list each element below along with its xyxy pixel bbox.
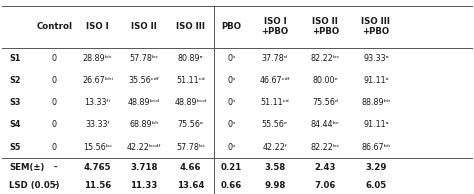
- Text: 93.33ᵃ: 93.33ᵃ: [363, 54, 389, 63]
- Text: 42.22ᶠ: 42.22ᶠ: [262, 143, 288, 152]
- Text: 0ᵇ: 0ᵇ: [228, 120, 236, 129]
- Text: -: -: [53, 181, 57, 190]
- Text: ISO I
+PBO: ISO I +PBO: [261, 17, 289, 36]
- Text: 68.89ᵇʰ: 68.89ᵇʰ: [129, 120, 159, 129]
- Text: 0.66: 0.66: [221, 181, 242, 190]
- Text: 0ⁱ: 0ⁱ: [52, 143, 58, 152]
- Text: 15.56ᵇᶜ: 15.56ᵇᶜ: [83, 143, 112, 152]
- Text: -: -: [53, 163, 57, 172]
- Text: S4: S4: [9, 120, 20, 129]
- Text: 75.56ᵈ: 75.56ᵈ: [312, 98, 338, 107]
- Text: 11.33: 11.33: [130, 181, 158, 190]
- Text: 2.43: 2.43: [315, 163, 336, 172]
- Text: 26.67ᵇʰⁱ: 26.67ᵇʰⁱ: [82, 76, 113, 85]
- Text: 3.29: 3.29: [365, 163, 387, 172]
- Text: 0ᵇ: 0ᵇ: [228, 98, 236, 107]
- Text: 13.33ᶠⁱ: 13.33ᶠⁱ: [84, 98, 111, 107]
- Text: 0ᵇ: 0ᵇ: [228, 76, 236, 85]
- Text: 80.89ᵃ: 80.89ᵃ: [178, 54, 203, 63]
- Text: 6.05: 6.05: [365, 181, 386, 190]
- Text: 48.89ᵇᶜᵈ: 48.89ᵇᶜᵈ: [128, 98, 160, 107]
- Text: 0ᵇ: 0ᵇ: [228, 143, 236, 152]
- Text: ISO II: ISO II: [131, 22, 157, 31]
- Text: ISO III: ISO III: [176, 22, 205, 31]
- Text: 37.78ᵈ: 37.78ᵈ: [262, 54, 288, 63]
- Text: 35.56ᶜᵈᶠ: 35.56ᶜᵈᶠ: [128, 76, 160, 85]
- Text: 9.98: 9.98: [264, 181, 286, 190]
- Text: S1: S1: [9, 54, 20, 63]
- Text: 57.78ᵇᶜ: 57.78ᵇᶜ: [129, 54, 159, 63]
- Text: 46.67ᶜᵈᶠ: 46.67ᶜᵈᶠ: [259, 76, 291, 85]
- Text: ISO III
+PBO: ISO III +PBO: [361, 17, 391, 36]
- Text: PBO: PBO: [221, 22, 242, 31]
- Text: 7.06: 7.06: [315, 181, 336, 190]
- Text: 0ⁱ: 0ⁱ: [52, 98, 58, 107]
- Text: 75.56ᵃ: 75.56ᵃ: [178, 120, 203, 129]
- Text: 82.22ᵇᶜ: 82.22ᵇᶜ: [311, 54, 340, 63]
- Text: 84.44ᵇᶜ: 84.44ᵇᶜ: [311, 120, 340, 129]
- Text: 13.64: 13.64: [177, 181, 204, 190]
- Text: 0ⁱ: 0ⁱ: [52, 54, 58, 63]
- Text: 0ᵇ: 0ᵇ: [228, 54, 236, 63]
- Text: 57.78ᵇᶜ: 57.78ᵇᶜ: [176, 143, 205, 152]
- Text: 48.89ᵇᶜᵈ: 48.89ᵇᶜᵈ: [174, 98, 207, 107]
- Text: 42.22ᵇᶜᵈᶠ: 42.22ᵇᶜᵈᶠ: [127, 143, 162, 152]
- Text: 88.89ᵇʰ: 88.89ᵇʰ: [361, 98, 391, 107]
- Text: 0ⁱ: 0ⁱ: [52, 120, 58, 129]
- Text: 51.11ᶜᵈ: 51.11ᶜᵈ: [261, 98, 289, 107]
- Text: 0ⁱ: 0ⁱ: [52, 76, 58, 85]
- Text: 11.56: 11.56: [84, 181, 111, 190]
- Text: 55.56ᵉ: 55.56ᵉ: [262, 120, 288, 129]
- Text: ISO I: ISO I: [86, 22, 109, 31]
- Text: LSD (0.05): LSD (0.05): [9, 181, 60, 190]
- Text: 4.66: 4.66: [180, 163, 201, 172]
- Text: SEM(±): SEM(±): [9, 163, 45, 172]
- Text: ISO II
+PBO: ISO II +PBO: [312, 17, 339, 36]
- Text: 4.765: 4.765: [84, 163, 111, 172]
- Text: 33.33ᶠ: 33.33ᶠ: [85, 120, 110, 129]
- Text: 80.00ᵉ: 80.00ᵉ: [312, 76, 338, 85]
- Text: 3.58: 3.58: [264, 163, 285, 172]
- Text: 51.11ᶜᵈ: 51.11ᶜᵈ: [176, 76, 205, 85]
- Text: 91.11ᵃ: 91.11ᵃ: [363, 120, 389, 129]
- Text: 91.11ᵃ: 91.11ᵃ: [363, 76, 389, 85]
- Text: 82.22ᵇᶜ: 82.22ᵇᶜ: [311, 143, 340, 152]
- Text: S5: S5: [9, 143, 20, 152]
- Text: Control: Control: [37, 22, 73, 31]
- Text: 3.718: 3.718: [130, 163, 158, 172]
- Text: 0.21: 0.21: [221, 163, 242, 172]
- Text: 28.89ᵇʰ: 28.89ᵇʰ: [83, 54, 112, 63]
- Text: 86.67ᵇʰ: 86.67ᵇʰ: [361, 143, 391, 152]
- Text: S3: S3: [9, 98, 20, 107]
- Text: S2: S2: [9, 76, 20, 85]
